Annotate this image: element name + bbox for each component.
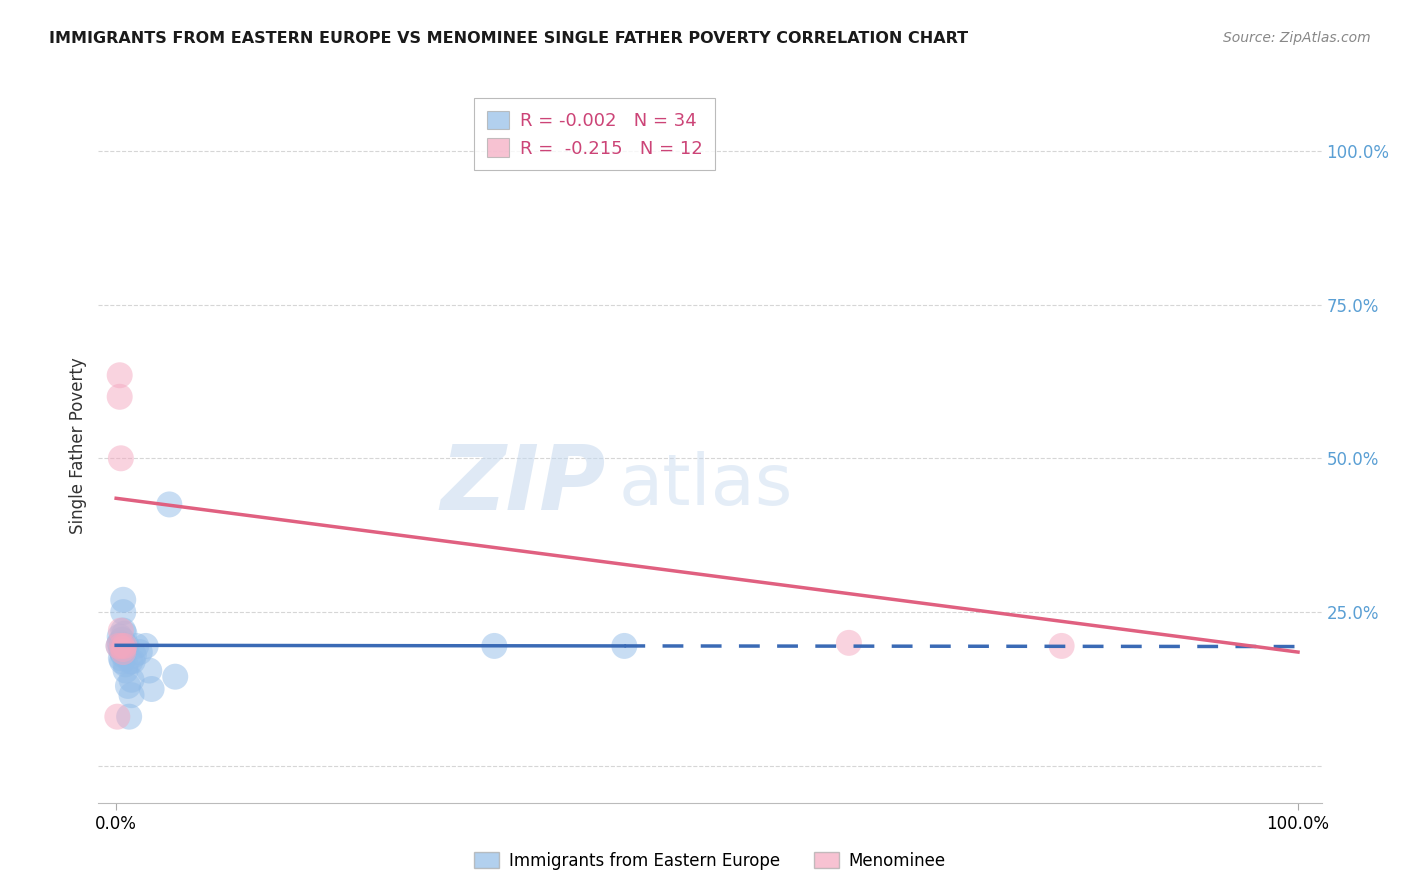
Point: [165, 670, 187, 684]
Point: [112, 592, 135, 607]
Point: [108, 390, 131, 404]
Point: [111, 639, 134, 653]
Point: [157, 498, 180, 512]
Point: [111, 639, 134, 653]
Y-axis label: Single Father Poverty: Single Father Poverty: [69, 358, 87, 534]
Point: [114, 664, 136, 678]
Point: [112, 642, 135, 657]
Point: [112, 605, 135, 619]
Legend: Immigrants from Eastern Europe, Menominee: Immigrants from Eastern Europe, Menomine…: [468, 846, 952, 877]
Point: [121, 688, 143, 702]
Point: [115, 639, 138, 653]
Point: [128, 645, 150, 659]
Point: [838, 636, 860, 650]
Point: [107, 639, 129, 653]
Point: [121, 654, 143, 668]
Point: [108, 636, 131, 650]
Point: [117, 679, 139, 693]
Point: [111, 645, 134, 659]
Point: [112, 645, 135, 659]
Point: [135, 639, 157, 653]
Point: [112, 639, 135, 653]
Point: [110, 651, 132, 665]
Point: [141, 681, 163, 696]
Point: [108, 368, 131, 383]
Point: [107, 639, 129, 653]
Point: [122, 648, 145, 662]
Point: [108, 630, 131, 644]
Point: [112, 624, 135, 638]
Point: [613, 639, 636, 653]
Point: [121, 673, 143, 687]
Point: [120, 654, 142, 668]
Point: [484, 639, 506, 653]
Point: [118, 709, 141, 723]
Text: atlas: atlas: [619, 450, 793, 520]
Point: [111, 632, 134, 647]
Point: [110, 624, 132, 638]
Point: [112, 626, 135, 640]
Point: [1050, 639, 1073, 653]
Point: [112, 648, 135, 662]
Point: [110, 451, 132, 466]
Point: [138, 664, 160, 678]
Point: [111, 654, 134, 668]
Point: [112, 642, 135, 657]
Point: [110, 642, 132, 657]
Text: ZIP: ZIP: [441, 442, 606, 529]
Point: [114, 657, 136, 672]
Point: [125, 639, 148, 653]
Point: [105, 709, 128, 723]
Text: IMMIGRANTS FROM EASTERN EUROPE VS MENOMINEE SINGLE FATHER POVERTY CORRELATION CH: IMMIGRANTS FROM EASTERN EUROPE VS MENOMI…: [49, 31, 969, 46]
Text: Source: ZipAtlas.com: Source: ZipAtlas.com: [1223, 31, 1371, 45]
